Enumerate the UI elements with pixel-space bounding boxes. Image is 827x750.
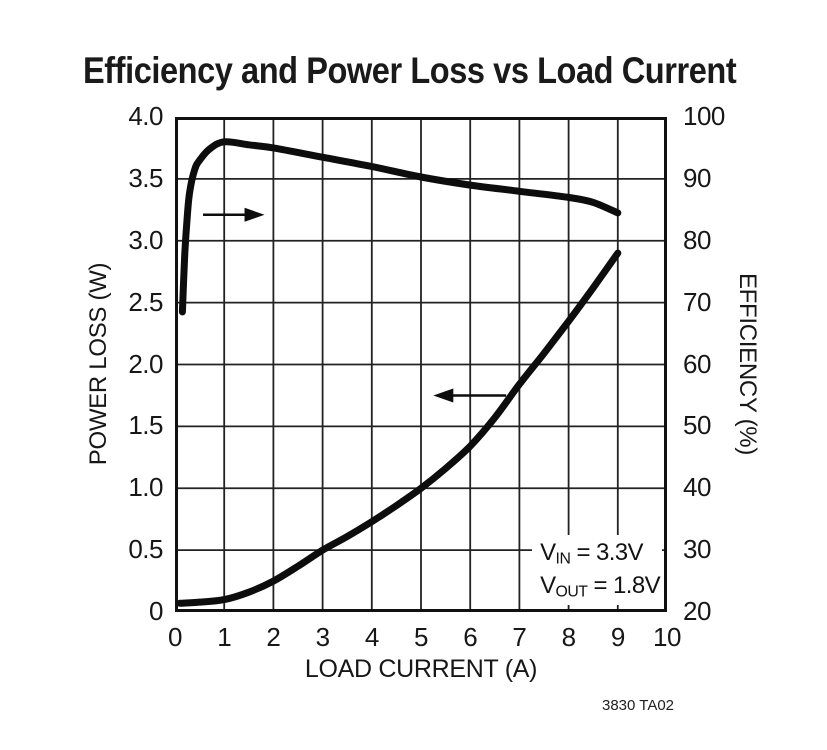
tick-label: 7 xyxy=(512,622,527,652)
plot-border xyxy=(175,117,667,612)
plot-area: VIN = 3.3V VOUT = 1.8V xyxy=(175,117,667,612)
vin-condition: VIN = 3.3V xyxy=(540,538,643,568)
y-axis-left-title: POWER LOSS (W) xyxy=(85,262,112,466)
chart-title: Efficiency and Power Loss vs Load Curren… xyxy=(83,50,737,91)
tick-label: 0.5 xyxy=(128,534,163,565)
tick-label: 40 xyxy=(683,472,711,503)
tick-label: 100 xyxy=(683,100,725,131)
x-axis-title: LOAD CURRENT (A) xyxy=(304,655,538,683)
tick-label: 20 xyxy=(683,595,711,626)
tick-label: 1.5 xyxy=(128,410,163,441)
vout-condition: VOUT = 1.8V xyxy=(540,571,660,601)
tick-label: 2.5 xyxy=(128,286,163,317)
tick-label: 60 xyxy=(683,348,711,379)
tick-label: 70 xyxy=(683,286,711,317)
tick-label: 8 xyxy=(561,622,576,652)
tick-label: 1 xyxy=(217,622,232,652)
tick-label: 2.0 xyxy=(128,348,163,379)
tick-label: 3.5 xyxy=(128,162,163,193)
tick-label: 30 xyxy=(683,534,711,565)
tick-label: 5 xyxy=(414,622,428,652)
left-arrow-icon xyxy=(433,388,454,403)
tick-label: 1.0 xyxy=(128,472,163,503)
tick-label: 3.0 xyxy=(128,224,163,255)
tick-label: 2 xyxy=(266,622,281,652)
tick-label: 3 xyxy=(315,622,330,652)
efficiency-curve xyxy=(178,138,622,316)
tick-label: 80 xyxy=(683,224,711,255)
right-arrow-icon xyxy=(244,207,265,222)
figure-reference-code: 3830 TA02 xyxy=(602,697,675,714)
tick-label: 6 xyxy=(463,622,478,652)
y-axis-right-title: EFFICIENCY (%) xyxy=(734,272,761,456)
tick-label: 50 xyxy=(683,410,711,441)
tick-label: 0 xyxy=(149,595,163,626)
power_loss-curve xyxy=(176,249,622,607)
conditions-annotation: VIN = 3.3V VOUT = 1.8V xyxy=(532,534,662,605)
plot-svg xyxy=(175,117,667,612)
tick-label: 9 xyxy=(610,622,625,652)
tick-label: 10 xyxy=(653,622,681,652)
tick-label: 4 xyxy=(364,622,379,652)
tick-label: 90 xyxy=(683,162,711,193)
tick-label: 0 xyxy=(168,622,182,652)
tick-label: 4.0 xyxy=(128,100,163,131)
